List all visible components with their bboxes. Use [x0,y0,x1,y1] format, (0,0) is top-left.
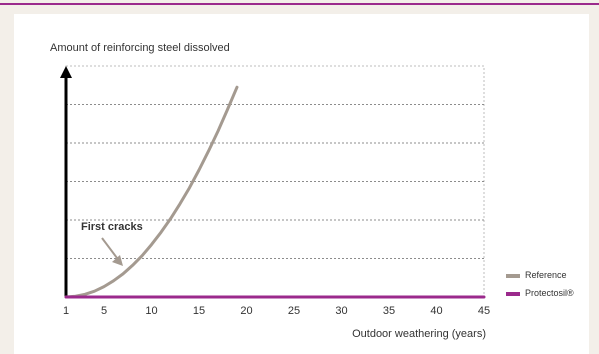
x-tick-label: 35 [383,305,395,317]
annotation-arrow-head [112,255,123,266]
x-tick-label: 45 [478,305,490,317]
legend-swatch [506,292,520,296]
x-tick-label: 20 [240,305,252,317]
x-tick-label: 15 [193,305,205,317]
x-tick-label: 30 [335,305,347,317]
y-axis-arrow [60,66,72,78]
x-tick-label: 5 [101,305,107,317]
x-tick-label: 25 [288,305,300,317]
x-tick-label: 40 [430,305,442,317]
first-cracks-annotation: First cracks [81,221,143,233]
legend-swatch [506,274,520,278]
legend-label: Protectosil® [525,288,574,298]
x-axis-label: Outdoor weathering (years) [352,328,486,340]
top-accent-rule [0,3,599,5]
x-tick-label: 10 [145,305,157,317]
y-axis-label: Amount of reinforcing steel dissolved [50,42,230,54]
legend-label: Reference [525,270,567,280]
x-tick-label: 1 [63,305,69,317]
series-line-reference [64,85,239,299]
